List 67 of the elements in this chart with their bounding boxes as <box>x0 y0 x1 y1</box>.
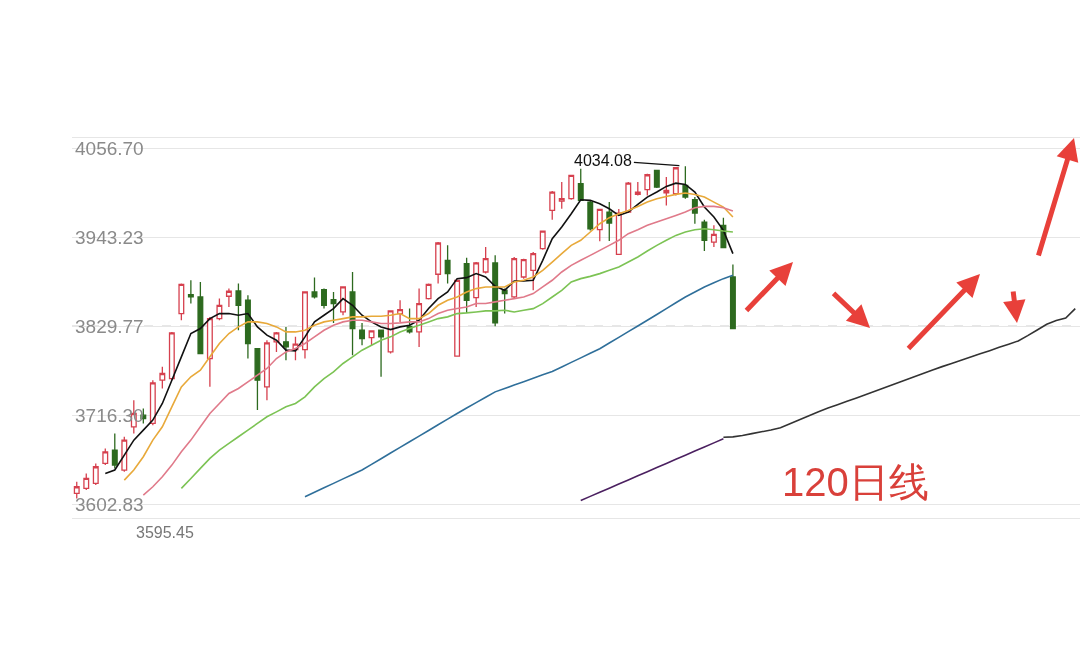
candlestick <box>444 244 451 285</box>
candlestick <box>321 287 327 310</box>
candlestick <box>568 174 575 201</box>
y-tick-label: 3602.83 <box>75 493 144 515</box>
candlestick <box>663 176 670 207</box>
annotation: 4034.08 <box>574 152 632 169</box>
candlestick <box>596 208 603 242</box>
candlestick <box>520 258 527 280</box>
candlestick <box>149 379 156 426</box>
line-series <box>304 274 734 498</box>
candlestick <box>178 282 185 321</box>
candlestick <box>558 181 565 210</box>
candlestick <box>111 432 118 470</box>
candlestick <box>83 472 90 491</box>
candlestick <box>378 329 385 378</box>
candlestick <box>463 256 470 314</box>
candlestick <box>549 190 556 221</box>
y-tick-label: 3943.23 <box>75 226 144 248</box>
candlestick <box>168 331 175 381</box>
candlestick <box>530 251 537 291</box>
candlestick <box>368 329 375 346</box>
candlestick <box>121 436 128 473</box>
candlestick <box>454 278 461 357</box>
candlestick <box>729 263 736 330</box>
candlestick <box>511 256 518 300</box>
candlestick <box>159 366 166 390</box>
candlestick <box>359 322 366 346</box>
line-series <box>180 227 734 490</box>
candlestick <box>539 229 546 251</box>
candlestick <box>282 326 289 361</box>
candlestick <box>710 224 717 248</box>
line-series <box>579 437 725 502</box>
candlestick <box>330 291 337 324</box>
candlestick <box>102 447 109 466</box>
candlestick <box>625 181 632 214</box>
annotation: 120日线 <box>782 460 929 504</box>
candlestick <box>397 299 404 323</box>
candlestick <box>263 339 270 401</box>
candlestick <box>435 241 442 285</box>
candlestick <box>587 200 594 232</box>
candlestick <box>701 219 708 252</box>
y-tick-label: 3829.77 <box>75 315 144 337</box>
candlestick <box>225 287 232 308</box>
candlestick <box>206 316 213 388</box>
candlestick <box>691 196 698 225</box>
candlestick <box>311 276 318 300</box>
candlestick <box>634 181 641 196</box>
candlestick <box>653 169 660 189</box>
candlestick <box>235 282 242 331</box>
candlestick <box>473 261 480 308</box>
candlestick <box>606 201 613 242</box>
candlestick <box>644 173 651 197</box>
candlestick <box>425 282 432 301</box>
line-series <box>722 307 1077 439</box>
candlestick <box>254 347 261 411</box>
candlestick <box>244 294 251 360</box>
y-tick-label: 4056.70 <box>75 138 144 160</box>
candlestick <box>197 281 204 355</box>
candlestick <box>73 481 80 500</box>
candlestick <box>577 168 584 202</box>
candlestick <box>672 166 679 197</box>
text: 3595.45 <box>136 524 194 541</box>
candlestick <box>340 286 346 316</box>
candlestick <box>187 279 194 305</box>
candlestick <box>92 462 99 486</box>
candlestick <box>482 246 489 275</box>
candlestick <box>302 291 308 360</box>
